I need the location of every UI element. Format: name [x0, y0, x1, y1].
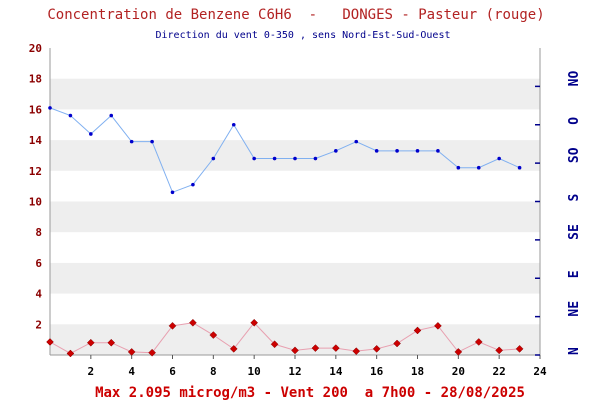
x-tick-label: 12 [288, 365, 301, 378]
concentration-point [168, 321, 177, 330]
y-tick-label: 16 [29, 103, 43, 116]
x-tick-label: 10 [248, 365, 261, 378]
concentration-point [352, 347, 361, 356]
wind-direction-point [395, 149, 399, 153]
wind-direction-point [497, 156, 501, 161]
concentration-point [495, 346, 504, 355]
concentration-point [229, 345, 238, 353]
concentration-point [393, 339, 401, 348]
wind-direction-point [211, 156, 216, 161]
grid-band [50, 78, 540, 110]
wind-direction-point [89, 132, 93, 136]
concentration-point [291, 346, 299, 355]
x-tick-label: 18 [411, 365, 424, 378]
concentration-point [148, 348, 156, 357]
plot-bands [50, 78, 540, 355]
wind-direction-point [48, 106, 52, 110]
concentration-point [250, 318, 259, 327]
series-lines [49, 107, 520, 355]
wind-direction-point [313, 156, 318, 161]
concentration-point [515, 345, 524, 353]
concentration-point [189, 318, 197, 327]
wind-direction-label: SO [567, 147, 582, 163]
wind-direction-point [252, 156, 256, 161]
y-tick-label: 14 [29, 134, 43, 147]
concentration-line [49, 322, 520, 355]
x-tick-label: 14 [329, 365, 343, 378]
concentration-point [311, 344, 320, 352]
concentration-point [46, 338, 54, 346]
wind-direction-point [231, 122, 236, 127]
wind-direction-point [170, 190, 175, 195]
concentration-point [127, 348, 136, 356]
y-axis-ticks: 2 4 6 8 10 12 14 16 18 20 [29, 42, 43, 331]
x-axis-ticks: 2 4 6 8 10 12 14 16 18 20 22 24 [88, 355, 547, 378]
x-tick-label: 20 [452, 365, 465, 378]
wind-direction-label: E [567, 270, 582, 278]
wind-direction-label: NE [567, 301, 582, 317]
wind-direction-point [109, 113, 114, 118]
wind-direction-point [293, 156, 297, 161]
concentration-point [86, 338, 95, 347]
wind-direction-label: N [567, 347, 582, 355]
x-tick-label: 8 [210, 365, 217, 378]
y-tick-label: 8 [35, 226, 42, 239]
x-tick-label: 24 [533, 365, 547, 378]
y-tick-label: 18 [29, 73, 42, 86]
grid-band [50, 201, 540, 233]
concentration-point [66, 349, 75, 358]
wind-direction-label: S [567, 194, 582, 202]
y-tick-label: 10 [29, 196, 42, 209]
wind-direction-point [354, 139, 359, 144]
wind-direction-point [456, 165, 461, 170]
concentration-point [372, 345, 381, 353]
x-tick-label: 2 [88, 365, 95, 378]
y-tick-label: 12 [29, 165, 42, 178]
y-tick-label: 20 [29, 42, 42, 55]
concentration-point [474, 338, 483, 346]
y-tick-label: 4 [35, 288, 42, 301]
wind-direction-point [68, 113, 73, 118]
y-tick-label: 6 [35, 257, 42, 270]
concentration-point [413, 326, 422, 335]
chart-title: Concentration de Benzene C6H6 - DONGES -… [47, 7, 544, 23]
wind-direction-point [129, 139, 134, 144]
chart-footer: Max 2.095 microg/m3 - Vent 200 a 7h00 - … [95, 385, 525, 400]
x-tick-label: 22 [493, 365, 506, 378]
concentration-point [454, 348, 463, 356]
wind-direction-label: O [567, 117, 582, 125]
concentration-point [434, 321, 442, 330]
x-tick-label: 16 [370, 365, 384, 378]
wind-direction-line [49, 107, 520, 193]
wind-direction-point [476, 165, 481, 170]
wind-direction-label: SE [567, 224, 582, 240]
grid-band [50, 262, 540, 294]
wind-direction-ticks: N NE E SE S SO O NO [535, 71, 582, 356]
chart-subtitle: Direction du vent 0-350 , sens Nord-Est-… [155, 30, 450, 41]
wind-direction-point [436, 149, 440, 153]
wind-direction-label: NO [567, 71, 582, 87]
concentration-point [331, 344, 340, 352]
wind-direction-point [272, 156, 277, 161]
wind-direction-point [415, 149, 420, 153]
wind-direction-point [150, 139, 154, 144]
x-tick-label: 6 [169, 365, 176, 378]
concentration-point [209, 331, 218, 339]
x-tick-label: 4 [128, 365, 135, 378]
series-points [46, 106, 524, 358]
wind-direction-point [374, 149, 379, 153]
concentration-point [270, 340, 279, 349]
y-tick-label: 2 [35, 318, 42, 331]
concentration-point [107, 338, 116, 347]
grid-band [50, 140, 540, 171]
wind-direction-point [334, 149, 338, 153]
wind-direction-point [517, 165, 522, 170]
wind-direction-point [191, 182, 195, 187]
